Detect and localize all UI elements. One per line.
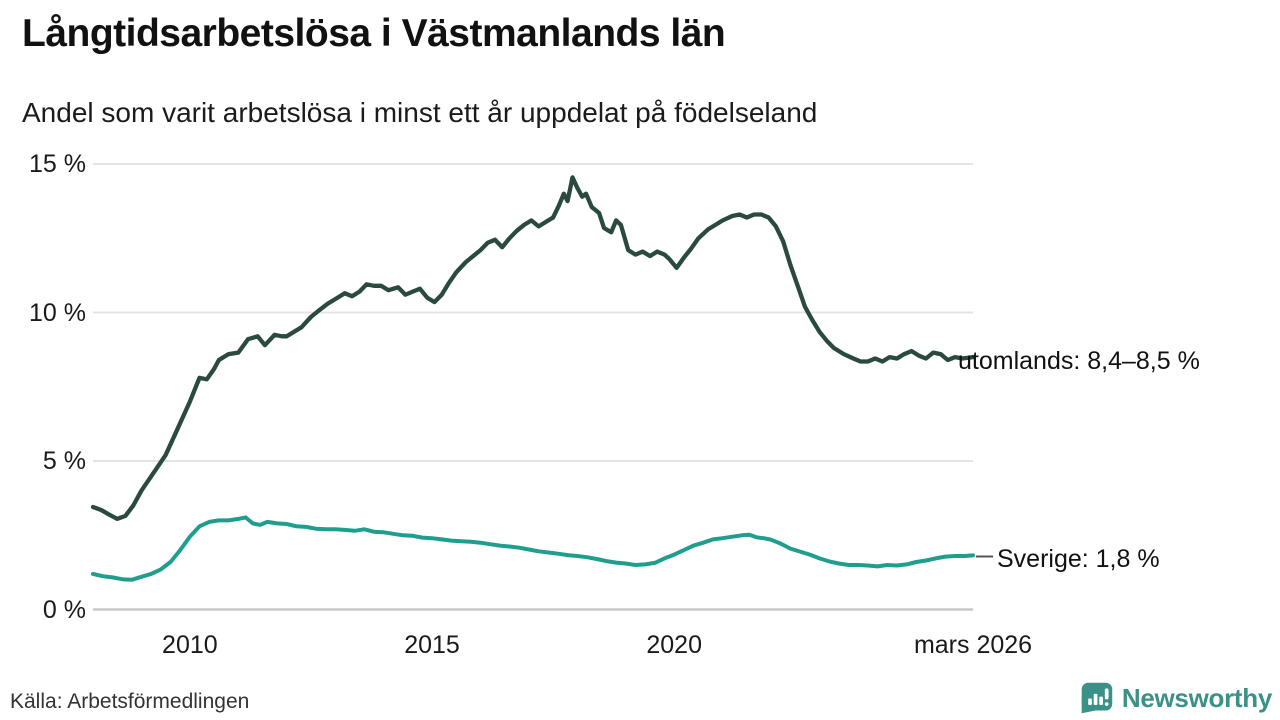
utomlands-line <box>90 175 976 522</box>
y-tick-label-10: 10 % <box>29 298 86 327</box>
x-tick-label-2: 2020 <box>646 631 702 659</box>
utomlands-end-label: utomlands: 8,4–8,5 % <box>958 347 1200 376</box>
newsworthy-logo-icon <box>1081 682 1113 714</box>
y-tick-label-0: 0 % <box>42 595 86 624</box>
chart-subtitle: Andel som varit arbetslösa i minst ett å… <box>22 97 818 128</box>
x-tick-label-1: 2015 <box>404 631 460 659</box>
newsworthy-logo-text: Newsworthy <box>1121 683 1272 713</box>
newsworthy-logo[interactable]: Newsworthy <box>1078 680 1272 717</box>
source-note: Källa: Arbetsförmedlingen <box>10 690 250 713</box>
y-tick-label-5: 5 % <box>42 447 86 475</box>
y-tick-label-15: 15 % <box>29 150 86 178</box>
sverige-end-label: Sverige: 1,8 % <box>997 545 1160 574</box>
x-tick-label-0: 2010 <box>162 631 218 659</box>
page-title: Långtidsarbetslösa i Västmanlands län <box>22 12 726 55</box>
x-tick-label-3: mars 2026 <box>913 631 1033 659</box>
sverige-line <box>91 515 975 582</box>
